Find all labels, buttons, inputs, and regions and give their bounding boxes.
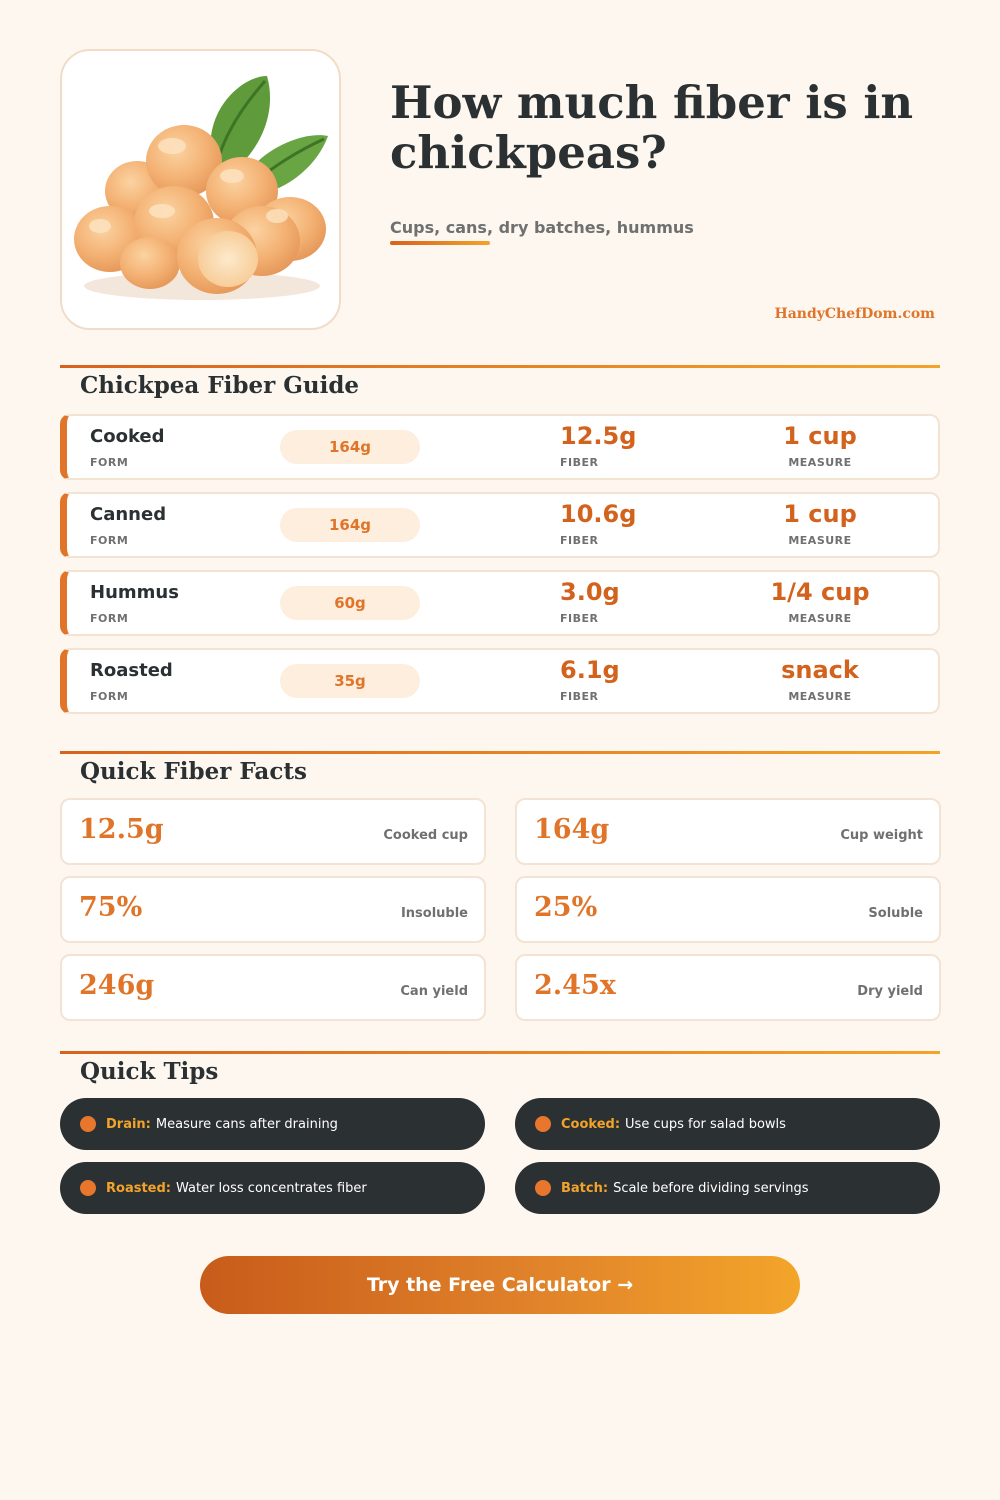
fiber-value: 3.0g	[560, 578, 620, 606]
fact-card: 164g Cup weight	[515, 798, 941, 865]
section-divider	[60, 751, 940, 754]
measure-label: MEASURE	[788, 612, 852, 625]
guide-row-canned: Canned FORM 164g 10.6g FIBER 1 cup MEASU…	[60, 492, 940, 558]
page-subtitle: Cups, cans, dry batches, hummus	[390, 218, 694, 237]
guide-row-hummus: Hummus FORM 60g 3.0g FIBER 1/4 cup MEASU…	[60, 570, 940, 636]
fiber-value: 6.1g	[560, 656, 620, 684]
fact-label: Cup weight	[840, 828, 923, 843]
tip-item: Cooked: Use cups for salad bowls	[515, 1098, 940, 1150]
chickpeas-icon	[74, 76, 328, 300]
weight-pill: 164g	[280, 508, 420, 542]
tip-item: Batch: Scale before dividing servings	[515, 1162, 940, 1214]
tip-key: Cooked:	[561, 1116, 621, 1132]
bullet-dot-icon	[80, 1116, 96, 1132]
fiber-label: FIBER	[560, 690, 599, 703]
guide-row-roasted: Roasted FORM 35g 6.1g FIBER snack MEASUR…	[60, 648, 940, 714]
tips-section-title: Quick Tips	[80, 1058, 219, 1085]
fact-label: Cooked cup	[383, 828, 468, 843]
tip-text: Measure cans after draining	[155, 1116, 338, 1132]
fiber-value: 12.5g	[560, 422, 637, 450]
fact-label: Soluble	[868, 906, 923, 921]
form-name: Hummus	[90, 582, 179, 603]
tip-key: Batch:	[561, 1180, 609, 1196]
measure-label: MEASURE	[788, 456, 852, 469]
weight-pill: 35g	[280, 664, 420, 698]
tip-text: Water loss concentrates fiber	[176, 1180, 367, 1196]
fact-value: 246g	[79, 970, 155, 1001]
fact-label: Dry yield	[857, 984, 923, 999]
subtitle-underline	[390, 241, 490, 245]
page-title: How much fiber is in chickpeas?	[390, 76, 914, 179]
fact-card: 12.5g Cooked cup	[60, 798, 486, 865]
measure-label: MEASURE	[788, 534, 852, 547]
fact-value: 164g	[534, 814, 610, 845]
free-calculator-button[interactable]: Try the Free Calculator →	[200, 1256, 800, 1314]
fact-label: Can yield	[400, 984, 468, 999]
form-label: FORM	[90, 690, 129, 703]
weight-pill: 164g	[280, 430, 420, 464]
guide-section-title: Chickpea Fiber Guide	[80, 372, 360, 399]
tip-text: Use cups for salad bowls	[625, 1116, 786, 1132]
fact-card: 25% Soluble	[515, 876, 941, 943]
fiber-value: 10.6g	[560, 500, 637, 528]
fact-value: 25%	[534, 892, 598, 923]
facts-section-title: Quick Fiber Facts	[80, 758, 307, 785]
tip-item: Drain: Measure cans after draining	[60, 1098, 485, 1150]
fact-value: 75%	[79, 892, 143, 923]
form-name: Cooked	[90, 426, 165, 447]
form-label: FORM	[90, 456, 129, 469]
weight-pill: 60g	[280, 586, 420, 620]
tip-item: Roasted: Water loss concentrates fiber	[60, 1162, 485, 1214]
measure-label: MEASURE	[788, 690, 852, 703]
fact-value: 12.5g	[79, 814, 164, 845]
fiber-label: FIBER	[560, 456, 599, 469]
fiber-label: FIBER	[560, 612, 599, 625]
measure-value: 1 cup	[783, 422, 857, 450]
fact-card: 2.45x Dry yield	[515, 954, 941, 1021]
bullet-dot-icon	[535, 1180, 551, 1196]
fact-card: 75% Insoluble	[60, 876, 486, 943]
measure-value: 1/4 cup	[770, 578, 870, 606]
form-name: Canned	[90, 504, 167, 525]
bullet-dot-icon	[535, 1116, 551, 1132]
section-divider	[60, 365, 940, 368]
tip-key: Roasted:	[106, 1180, 171, 1196]
form-label: FORM	[90, 534, 129, 547]
fact-label: Insoluble	[400, 906, 468, 921]
form-name: Roasted	[90, 660, 173, 681]
measure-value: snack	[781, 656, 859, 684]
guide-row-cooked: Cooked FORM 164g 12.5g FIBER 1 cup MEASU…	[60, 414, 940, 480]
form-label: FORM	[90, 612, 129, 625]
tip-text: Scale before dividing servings	[613, 1180, 809, 1196]
brand-link[interactable]: HandyChefDom.com	[774, 306, 936, 322]
fact-card: 246g Can yield	[60, 954, 486, 1021]
section-divider	[60, 1051, 940, 1054]
bullet-dot-icon	[80, 1180, 96, 1196]
fiber-label: FIBER	[560, 534, 599, 547]
tip-key: Drain:	[106, 1116, 151, 1132]
fact-value: 2.45x	[534, 970, 616, 1001]
chickpeas-illustration	[60, 49, 341, 330]
measure-value: 1 cup	[783, 500, 857, 528]
